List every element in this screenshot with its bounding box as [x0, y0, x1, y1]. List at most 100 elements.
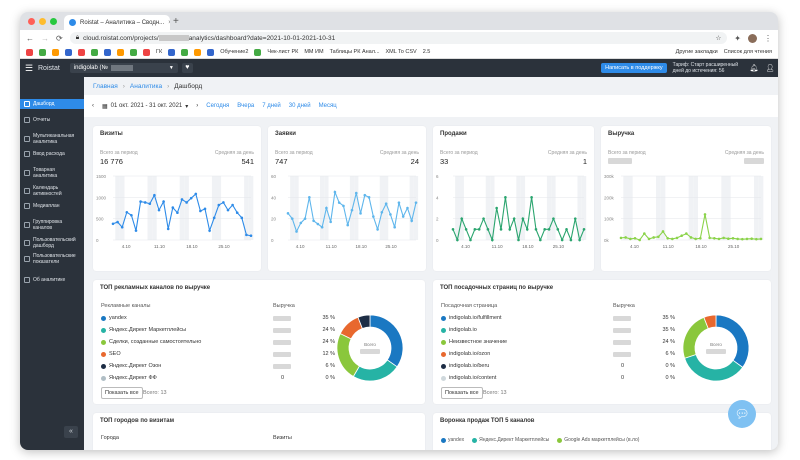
- data-point: [731, 236, 735, 240]
- table-row[interactable]: indigolab.io/fulfillment 35 %: [441, 313, 681, 323]
- row-percent: 35 %: [322, 315, 335, 321]
- notifications-bell-icon[interactable]: 🔔︎: [749, 65, 759, 72]
- show-all-button[interactable]: Показать все: [101, 387, 143, 399]
- donut-slice[interactable]: [357, 314, 371, 329]
- sidebar-item[interactable]: Пользовательские показатели: [20, 251, 84, 267]
- project-selector[interactable]: indigolab (№ ▼: [69, 63, 178, 73]
- sidebar-item[interactable]: Медиаплан: [20, 201, 84, 211]
- bookmark-icon[interactable]: [26, 48, 33, 56]
- bookmark-icon[interactable]: [254, 48, 262, 56]
- bookmark-icon[interactable]: [78, 48, 85, 56]
- table-row[interactable]: yandex 35 %: [101, 313, 341, 323]
- extensions-icon[interactable]: ✦: [734, 33, 741, 43]
- browser-tab[interactable]: Roistat – Аналитика – Сводн... ×: [64, 15, 170, 30]
- bookmark-icon[interactable]: [130, 48, 137, 56]
- hamburger-menu-icon[interactable]: ☰: [24, 62, 34, 73]
- bookmark-icon[interactable]: [207, 48, 215, 56]
- bookmark-tables[interactable]: Таблицы РК Анал...: [329, 49, 380, 55]
- profile-avatar[interactable]: [748, 33, 757, 43]
- close-tab-icon[interactable]: ×: [168, 19, 170, 26]
- sidebar-item[interactable]: Мультиканальная аналитика: [20, 131, 84, 147]
- date-range-picker[interactable]: ▦ 01 окт. 2021 - 31 окт. 2021 ▾: [102, 103, 188, 110]
- quick-7-days[interactable]: 7 дней: [262, 103, 281, 109]
- sidebar-item[interactable]: Товарная аналитика: [20, 165, 84, 181]
- star-icon[interactable]: ☆: [715, 35, 722, 42]
- quick-today[interactable]: Сегодня: [206, 103, 230, 109]
- sidebar-item[interactable]: Об аналитике: [20, 275, 84, 285]
- table-row[interactable]: SEO 12 %: [101, 349, 341, 359]
- close-window-button[interactable]: [28, 18, 35, 25]
- table-row[interactable]: Яндекс.Директ Маркетплейсы 24 %: [101, 325, 341, 335]
- sidebar-item[interactable]: Пользовательский дашборд: [20, 235, 84, 251]
- data-point: [745, 237, 749, 241]
- forward-arrow-icon[interactable]: →: [41, 33, 49, 43]
- new-tab-button[interactable]: +: [173, 16, 179, 27]
- table-row[interactable]: indigolab.io 35 %: [441, 325, 681, 335]
- breadcrumb-home[interactable]: Главная: [93, 83, 118, 90]
- bookmark-icon[interactable]: [52, 48, 59, 56]
- data-point: [624, 236, 627, 239]
- data-point: [389, 213, 392, 216]
- bookmark-icon[interactable]: [168, 48, 176, 56]
- data-point: [414, 201, 418, 204]
- bookmark-icon[interactable]: [39, 48, 46, 56]
- next-period-arrow-icon[interactable]: ›: [196, 103, 199, 109]
- favorite-heart-icon[interactable]: ♥: [181, 63, 193, 73]
- bookmark-icon[interactable]: [143, 48, 150, 56]
- reload-icon[interactable]: ⟳: [56, 33, 63, 43]
- quick-yesterday[interactable]: Вчера: [237, 103, 255, 109]
- bookmark-other[interactable]: Другие закладки: [675, 49, 718, 55]
- prev-period-arrow-icon[interactable]: ‹: [92, 103, 94, 109]
- bookmark-mm[interactable]: ММ ИМ: [304, 49, 324, 55]
- bookmark-25[interactable]: 2.5: [422, 49, 431, 55]
- donut-slice[interactable]: [369, 314, 404, 368]
- table-row[interactable]: Сделки, созданные самостоятельно 24 %: [101, 337, 341, 347]
- data-point: [755, 237, 758, 241]
- bookmark-obuchenie[interactable]: Обучение2: [220, 49, 249, 55]
- table-row[interactable]: indigolab.io/content 0 0 %: [441, 373, 681, 383]
- table-row[interactable]: Яндекс.Директ Озон 6 %: [101, 361, 341, 371]
- show-all-button[interactable]: Показать все: [441, 387, 483, 399]
- bookmark-icon[interactable]: [91, 48, 98, 56]
- donut-slice[interactable]: [682, 316, 709, 359]
- collapse-sidebar-button[interactable]: «: [64, 426, 78, 438]
- x-tick-label: 11.10: [154, 244, 165, 249]
- bookmark-checklist[interactable]: Чек-лист РК: [267, 49, 299, 55]
- zoom-window-button[interactable]: [50, 18, 57, 25]
- support-button[interactable]: Написать в поддержку: [601, 63, 667, 73]
- bookmark-icon[interactable]: [117, 48, 124, 56]
- bookmark-xml[interactable]: XML To CSV: [385, 49, 417, 55]
- column-header-revenue: Выручка: [613, 303, 635, 309]
- legend-swatch: [441, 375, 446, 381]
- quick-month[interactable]: Месяц: [318, 103, 337, 109]
- bookmark-icon[interactable]: [194, 48, 202, 56]
- sidebar-item[interactable]: Ввод расхода: [20, 149, 84, 159]
- bookmark-icon[interactable]: [65, 48, 72, 56]
- sidebar-item[interactable]: Календарь активностей: [20, 183, 84, 199]
- chat-widget-button[interactable]: 💬︎: [728, 400, 756, 428]
- table-row[interactable]: indigolab.io/ozon 6 %: [441, 349, 681, 359]
- bookmark-reading-list[interactable]: Список для чтения: [723, 49, 772, 55]
- quick-30-days[interactable]: 30 дней: [288, 103, 311, 109]
- weekend-band: [211, 176, 217, 240]
- bookmark-icon[interactable]: [181, 48, 189, 56]
- sidebar-item[interactable]: Дашборд: [20, 99, 84, 109]
- bookmark-icon[interactable]: [104, 48, 111, 56]
- breadcrumb-analytics[interactable]: Аналитика: [129, 83, 163, 90]
- donut-slice[interactable]: [703, 314, 717, 329]
- sidebar-item[interactable]: Отчеты: [20, 115, 84, 125]
- sidebar-item[interactable]: Группировка каналов: [20, 217, 84, 233]
- table-row[interactable]: indigolab.io/beru 0 0 %: [441, 361, 681, 371]
- table-row[interactable]: Яндекс.Директ ФФ 0 0 %: [101, 373, 341, 383]
- x-tick-label: 4.10: [122, 244, 131, 249]
- donut-slice[interactable]: [352, 359, 398, 382]
- donut-slice[interactable]: [336, 333, 360, 378]
- url-field[interactable]: 🔒︎ cloud.roistat.com/projects/analytics/…: [69, 32, 728, 44]
- back-arrow-icon[interactable]: ←: [26, 33, 34, 43]
- bookmark-gk[interactable]: ГК: [156, 49, 163, 55]
- user-icon[interactable]: 👤︎: [765, 65, 775, 72]
- table-row[interactable]: Неизвестное значение 24 %: [441, 337, 681, 347]
- data-point: [543, 228, 546, 231]
- minimize-window-button[interactable]: [39, 18, 46, 25]
- menu-kebab-icon[interactable]: ⋮: [764, 33, 772, 43]
